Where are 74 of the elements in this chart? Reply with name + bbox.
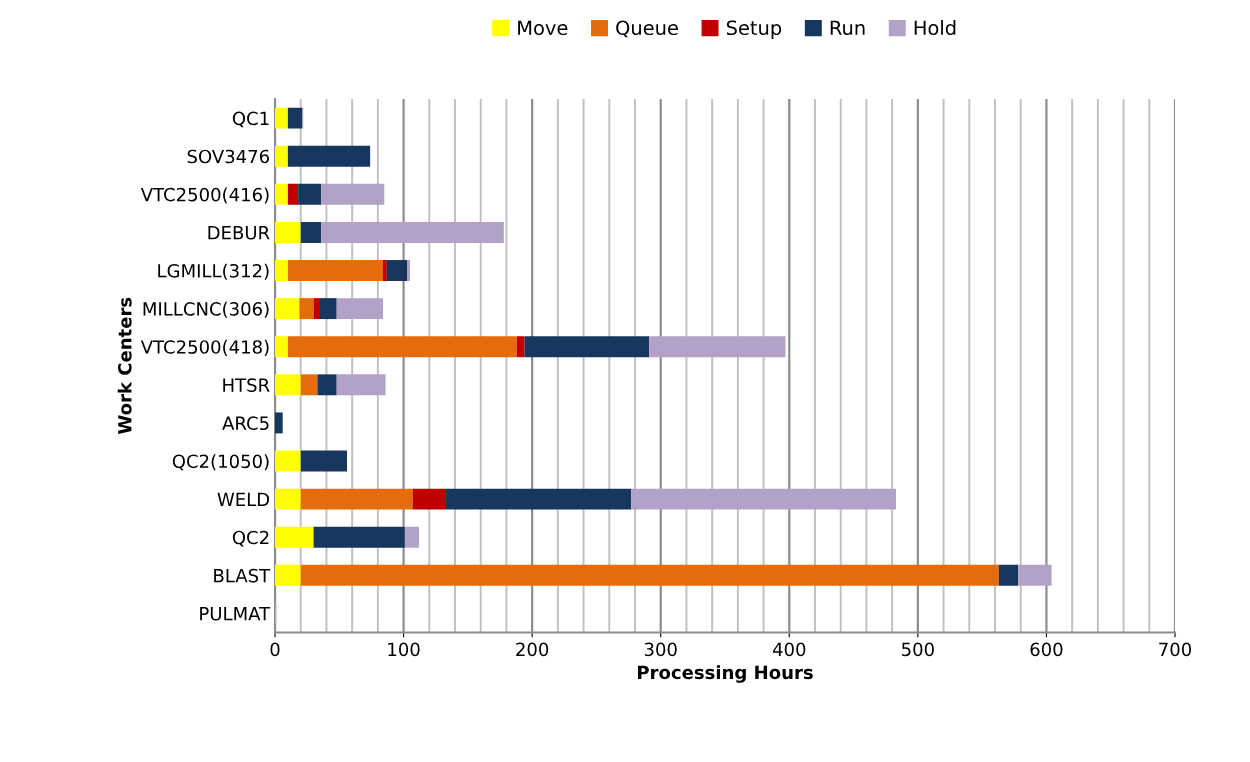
bar bbox=[275, 526, 314, 548]
bar bbox=[275, 145, 288, 167]
bar bbox=[275, 412, 283, 434]
y-tick-label: PULMAT bbox=[200, 607, 271, 621]
bar bbox=[313, 526, 405, 548]
y-tick-label: QC2(1050) bbox=[172, 454, 269, 471]
bar bbox=[300, 450, 347, 472]
bar bbox=[287, 145, 371, 167]
bar bbox=[275, 298, 300, 320]
bar bbox=[275, 107, 288, 129]
x-tick-label: 0 bbox=[270, 642, 280, 657]
y-tick-label: LGMILL(312) bbox=[158, 263, 269, 280]
y-tick-label: SOV3476 bbox=[187, 149, 269, 164]
bar bbox=[446, 488, 632, 510]
x-axis-title: Processing Hours bbox=[638, 665, 813, 683]
bar bbox=[321, 221, 504, 243]
y-axis-title: Work Centers bbox=[117, 297, 132, 435]
bar bbox=[516, 336, 525, 358]
bar bbox=[998, 564, 1019, 586]
y-tick-label: VTC2500(418) bbox=[140, 339, 269, 356]
bar bbox=[275, 260, 288, 281]
bar bbox=[317, 374, 337, 396]
y-tick-label: ARC5 bbox=[222, 416, 269, 431]
x-tick-label: 200 bbox=[516, 642, 549, 657]
y-tick-label: QC2 bbox=[232, 530, 269, 547]
bar bbox=[299, 298, 314, 320]
y-tick-label: DEBUR bbox=[208, 226, 270, 240]
bar bbox=[320, 298, 337, 320]
y-tick-label: BLAST bbox=[214, 568, 271, 583]
bar bbox=[631, 488, 896, 510]
bar bbox=[321, 183, 385, 205]
bar bbox=[275, 221, 301, 243]
bar bbox=[1018, 564, 1052, 586]
bar bbox=[313, 298, 320, 320]
bar bbox=[287, 260, 383, 281]
bar bbox=[275, 336, 288, 358]
bar bbox=[275, 488, 301, 510]
bar bbox=[412, 488, 446, 510]
bar bbox=[287, 336, 517, 358]
bar bbox=[275, 450, 301, 472]
x-tick-label: 600 bbox=[1030, 642, 1063, 657]
bar bbox=[275, 183, 288, 205]
bar bbox=[407, 260, 410, 281]
bar bbox=[404, 526, 419, 548]
x-tick-label: 700 bbox=[1159, 642, 1192, 657]
y-tick-label: MILLCNC(306) bbox=[143, 301, 269, 318]
bar bbox=[336, 374, 386, 396]
bar bbox=[300, 374, 318, 396]
bar bbox=[524, 336, 650, 358]
bar bbox=[275, 564, 301, 586]
legend-label: Move bbox=[518, 20, 568, 36]
bar bbox=[336, 298, 383, 320]
x-tick-label: 400 bbox=[772, 642, 806, 657]
bar bbox=[298, 183, 322, 205]
x-tick-label: 100 bbox=[388, 642, 420, 657]
bar bbox=[383, 260, 387, 281]
y-tick-label: VTC2500(416) bbox=[140, 187, 269, 204]
x-tick-label: 500 bbox=[902, 642, 934, 657]
y-tick-label: HTSR bbox=[223, 378, 270, 392]
x-tick-label: 300 bbox=[644, 642, 677, 657]
bar bbox=[300, 564, 999, 586]
bar bbox=[287, 107, 302, 129]
bar bbox=[300, 488, 413, 510]
legend-label: Hold bbox=[914, 20, 956, 36]
bar bbox=[287, 183, 299, 205]
y-tick-label: WELD bbox=[217, 492, 270, 506]
y-tick-label: QC1 bbox=[232, 111, 269, 128]
bar bbox=[300, 221, 322, 243]
legend-label: Queue bbox=[616, 20, 678, 38]
legend-label: Run bbox=[830, 20, 865, 36]
legend-label: Setup bbox=[726, 20, 782, 39]
bar bbox=[386, 260, 408, 281]
bar bbox=[275, 374, 301, 396]
bar bbox=[649, 336, 786, 358]
